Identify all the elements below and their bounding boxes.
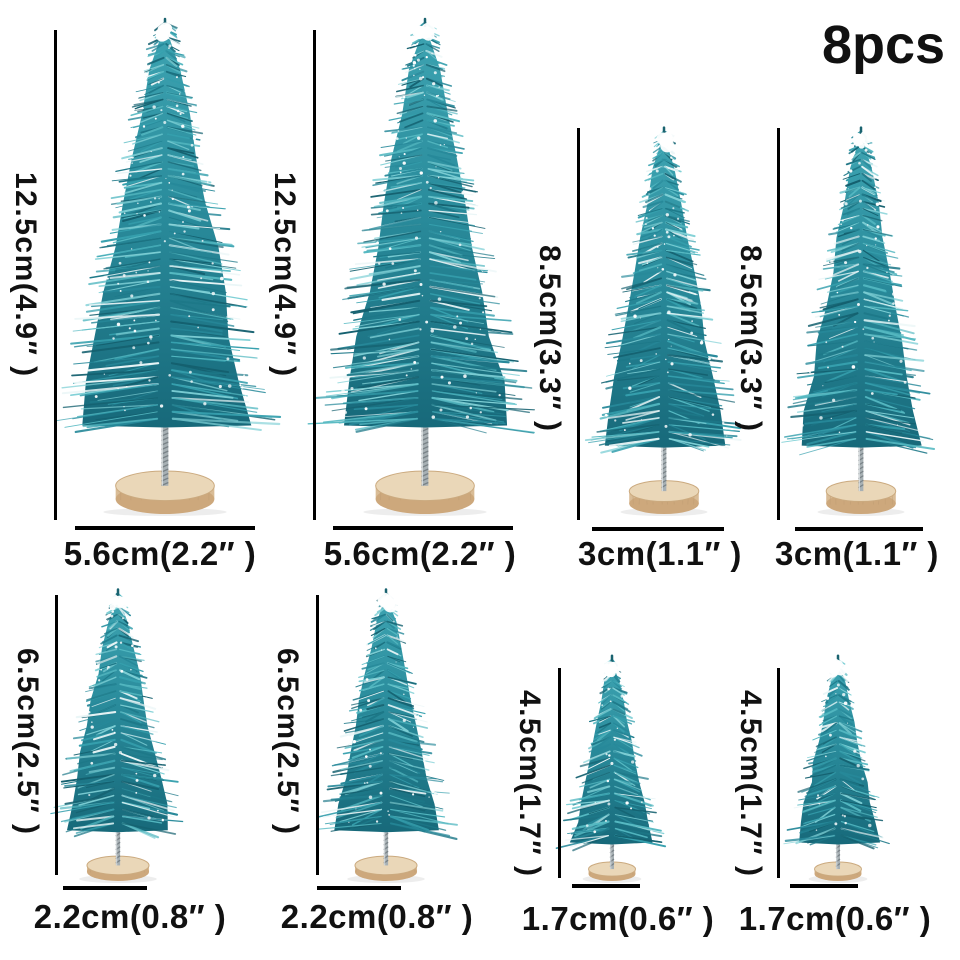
width-dimension-line (75, 526, 255, 530)
height-label: 8.5cm(3.3″ ) (533, 245, 566, 433)
width-dimension-line (333, 526, 513, 530)
width-dimension-line (63, 886, 147, 890)
height-dimension-line (55, 595, 58, 875)
height-label: 4.5cm(1.7″ ) (734, 690, 767, 878)
height-label: 4.5cm(1.7″ ) (513, 690, 546, 878)
width-dimension-line (795, 527, 923, 531)
width-label: 5.6cm(2.2″ ) (63, 535, 257, 572)
tree-image-large-1 (55, 17, 282, 516)
tree-image-xsmall-1 (555, 654, 667, 883)
width-dimension-line (572, 884, 640, 888)
width-label: 3cm(1.1″ ) (775, 535, 939, 572)
width-dimension-line (592, 527, 724, 531)
width-dimension-line (790, 884, 858, 888)
width-label: 1.7cm(0.6″ ) (521, 900, 715, 937)
tree-image-xsmall-2 (783, 654, 890, 883)
width-label: 5.6cm(2.2″ ) (323, 535, 517, 572)
height-dimension-line (558, 668, 561, 878)
piece-count-label: 8pcs (822, 15, 946, 75)
tree-image-small-1 (50, 588, 185, 883)
width-label: 2.2cm(0.8″ ) (280, 898, 474, 935)
height-label: 6.5cm(2.5″ ) (11, 648, 44, 836)
height-dimension-line (777, 128, 780, 520)
width-label: 1.7cm(0.6″ ) (738, 900, 932, 937)
tree-image-small-2 (316, 588, 458, 883)
tree-image-large-2 (307, 17, 535, 516)
width-label: 2.2cm(0.8″ ) (33, 898, 227, 935)
height-dimension-line (577, 128, 580, 520)
height-dimension-line (777, 668, 780, 878)
height-label: 8.5cm(3.3″ ) (734, 245, 767, 433)
tree-image-medium-2 (781, 126, 936, 516)
width-dimension-line (317, 886, 401, 890)
height-label: 12.5cm(4.9″ ) (268, 172, 301, 378)
height-dimension-line (316, 595, 319, 875)
height-label: 6.5cm(2.5″ ) (271, 648, 304, 836)
height-dimension-line (54, 30, 57, 520)
tree-image-medium-1 (584, 126, 742, 516)
height-label: 12.5cm(4.9″ ) (9, 172, 42, 378)
width-label: 3cm(1.1″ ) (578, 535, 742, 572)
height-dimension-line (313, 30, 316, 520)
